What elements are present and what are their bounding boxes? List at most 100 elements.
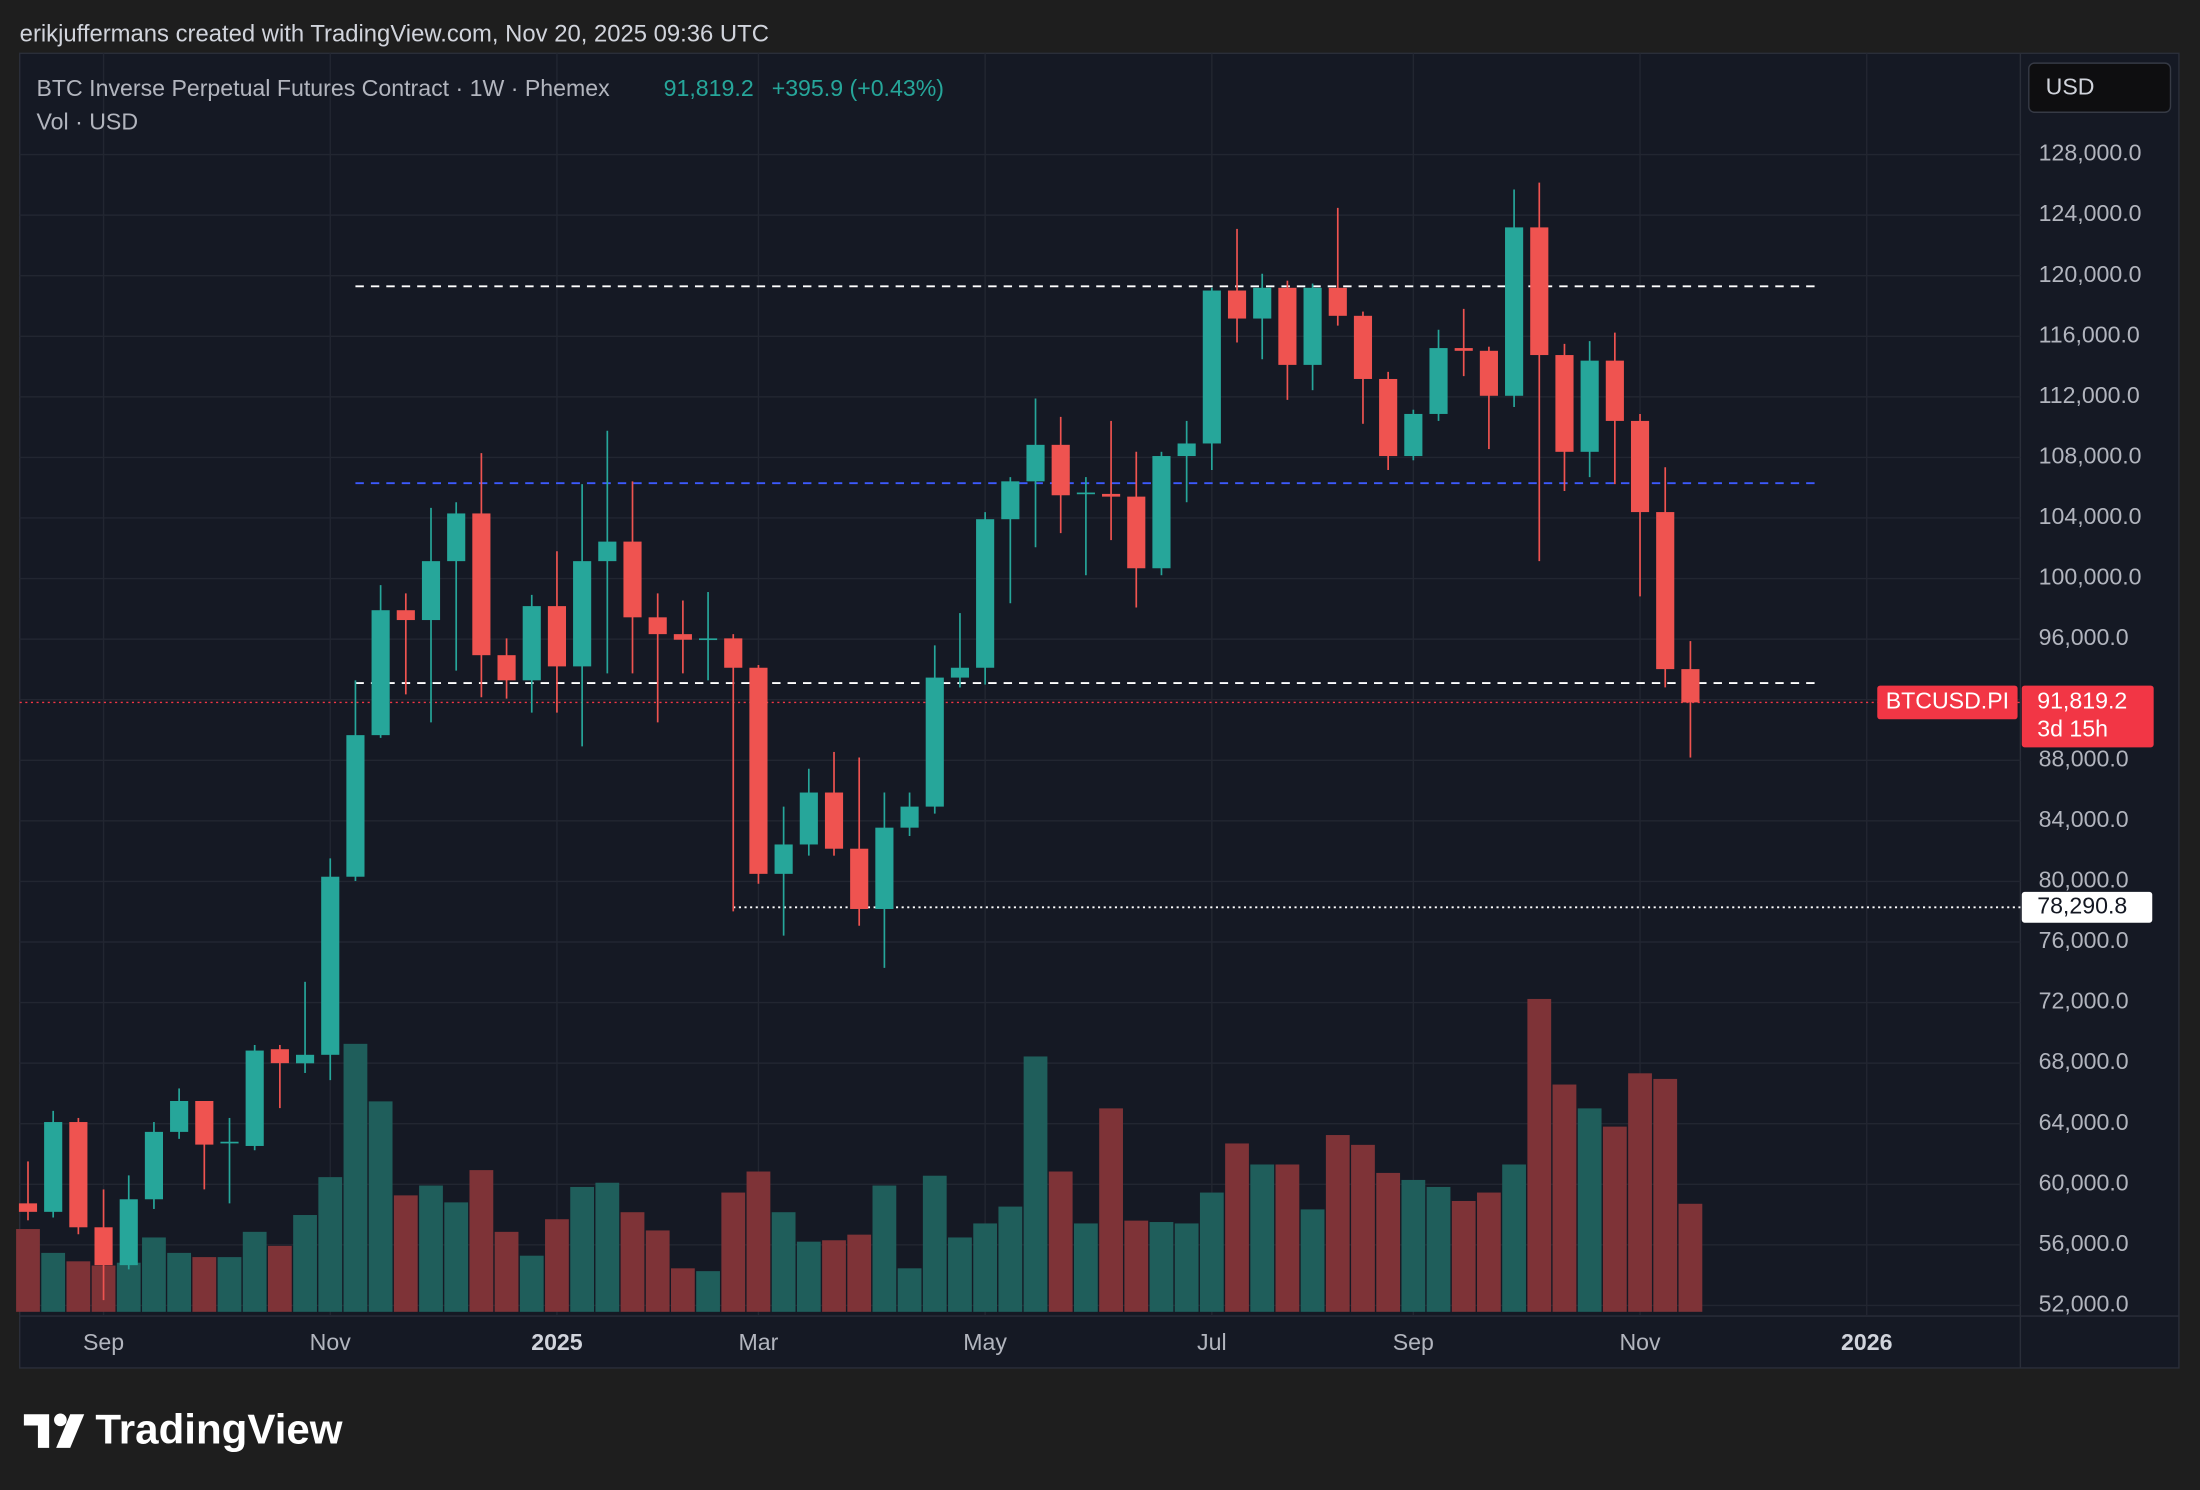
candle-body bbox=[371, 610, 390, 736]
x-tick-label: Sep bbox=[83, 1329, 124, 1355]
candle-body bbox=[1479, 350, 1498, 396]
candle-body bbox=[270, 1049, 289, 1064]
volume-bar bbox=[1351, 1144, 1375, 1312]
volume-bar bbox=[998, 1206, 1023, 1312]
volume-bar bbox=[1628, 1073, 1652, 1312]
volume-bar bbox=[494, 1231, 519, 1312]
volume-bar bbox=[1199, 1192, 1224, 1312]
candle-body bbox=[447, 513, 466, 562]
candle-body bbox=[673, 634, 692, 640]
candle-body bbox=[170, 1100, 189, 1132]
candle-body bbox=[144, 1131, 164, 1200]
y-tick-label: 88,000.0 bbox=[2039, 745, 2129, 771]
volume-bar bbox=[1023, 1056, 1048, 1312]
volume-bar bbox=[922, 1175, 947, 1312]
candle-body bbox=[220, 1141, 239, 1144]
volume-bar bbox=[1653, 1078, 1678, 1312]
header-change: +395.9 (+0.43%) bbox=[772, 75, 944, 101]
volume-bar bbox=[116, 1262, 141, 1312]
candle-body bbox=[699, 638, 718, 641]
candle-body bbox=[1227, 290, 1247, 319]
candle-body bbox=[976, 519, 995, 668]
candle-body bbox=[522, 606, 541, 681]
currency-button[interactable] bbox=[2028, 62, 2172, 113]
candle-body bbox=[195, 1100, 214, 1145]
volume-bar bbox=[746, 1171, 771, 1312]
volume-bar bbox=[142, 1237, 166, 1312]
last-price-label: 91,819.2 bbox=[2037, 688, 2127, 714]
candle-body bbox=[749, 667, 768, 874]
candle-body bbox=[1605, 360, 1624, 421]
symbol-label: BTCUSD.PI bbox=[1886, 688, 2009, 714]
y-tick-label: 104,000.0 bbox=[2039, 503, 2142, 529]
x-tick-label: Sep bbox=[1393, 1329, 1434, 1355]
candles-layer bbox=[18, 182, 1700, 1301]
x-tick-label: 2026 bbox=[1841, 1329, 1893, 1355]
candle-body bbox=[1177, 443, 1196, 457]
candle-body bbox=[18, 1203, 38, 1212]
volume-bar bbox=[519, 1255, 544, 1312]
candle-body bbox=[1278, 287, 1297, 365]
volume-bar bbox=[872, 1185, 897, 1312]
y-tick-label: 60,000.0 bbox=[2039, 1169, 2129, 1195]
candle-body bbox=[1303, 287, 1322, 365]
candle-body bbox=[69, 1122, 88, 1228]
candle-body bbox=[472, 513, 491, 656]
x-tick-label: May bbox=[963, 1329, 1007, 1355]
candle-body bbox=[1505, 227, 1524, 396]
symbol-label-box bbox=[1877, 685, 2018, 720]
volume-bar bbox=[595, 1182, 620, 1312]
x-tick-label: Nov bbox=[1619, 1329, 1661, 1355]
volume-bar bbox=[1577, 1108, 1602, 1312]
volume-bar bbox=[242, 1231, 267, 1312]
volume-bar bbox=[16, 1229, 40, 1312]
candle-body bbox=[1253, 287, 1272, 319]
candle-body bbox=[925, 677, 944, 807]
candle-body bbox=[950, 667, 970, 678]
candle-body bbox=[1127, 496, 1146, 569]
volume-bar bbox=[192, 1257, 217, 1312]
candle-body bbox=[245, 1050, 264, 1146]
volume-bar bbox=[721, 1192, 746, 1312]
volume-bar bbox=[620, 1212, 645, 1312]
candle-body bbox=[850, 848, 869, 909]
volume-bar bbox=[771, 1212, 796, 1312]
volume-bar bbox=[796, 1241, 821, 1312]
volume-layer bbox=[16, 998, 1703, 1312]
candle-body bbox=[900, 806, 919, 828]
candle-body bbox=[724, 638, 743, 668]
logo-slash bbox=[56, 1414, 85, 1448]
candle-body bbox=[648, 617, 667, 635]
volume-bar bbox=[1250, 1164, 1275, 1312]
volume-bar bbox=[1451, 1200, 1476, 1312]
volume-bar bbox=[645, 1230, 670, 1312]
volume-bar bbox=[670, 1268, 695, 1312]
last-price-box bbox=[2021, 685, 2154, 748]
brand-name: TradingView bbox=[95, 1406, 342, 1453]
symbol-title: BTC Inverse Perpetual Futures Contract ·… bbox=[37, 75, 611, 101]
y-tick-label: 100,000.0 bbox=[2039, 564, 2142, 590]
candle-body bbox=[547, 606, 567, 667]
volume-bar bbox=[1174, 1223, 1199, 1312]
candle-body bbox=[1076, 492, 1095, 495]
candle-body bbox=[623, 541, 642, 618]
candle-body bbox=[598, 541, 617, 562]
y-tick-label: 80,000.0 bbox=[2039, 867, 2129, 893]
x-tick-label: Mar bbox=[739, 1329, 779, 1355]
volume-bar bbox=[897, 1268, 922, 1312]
volume-bar bbox=[469, 1170, 494, 1312]
volume-bar bbox=[1225, 1143, 1249, 1312]
volume-bar bbox=[217, 1257, 242, 1312]
volume-bar bbox=[1502, 1164, 1526, 1312]
x-tick-label: 2025 bbox=[531, 1329, 583, 1355]
volume-bar bbox=[822, 1240, 846, 1312]
volume-bar bbox=[444, 1202, 469, 1312]
y-tick-label: 68,000.0 bbox=[2039, 1048, 2129, 1074]
volume-bar bbox=[293, 1215, 317, 1312]
volume-bar bbox=[1401, 1179, 1426, 1312]
volume-bar bbox=[343, 1043, 368, 1312]
candle-body bbox=[1152, 456, 1171, 569]
candle-body bbox=[1202, 290, 1221, 444]
